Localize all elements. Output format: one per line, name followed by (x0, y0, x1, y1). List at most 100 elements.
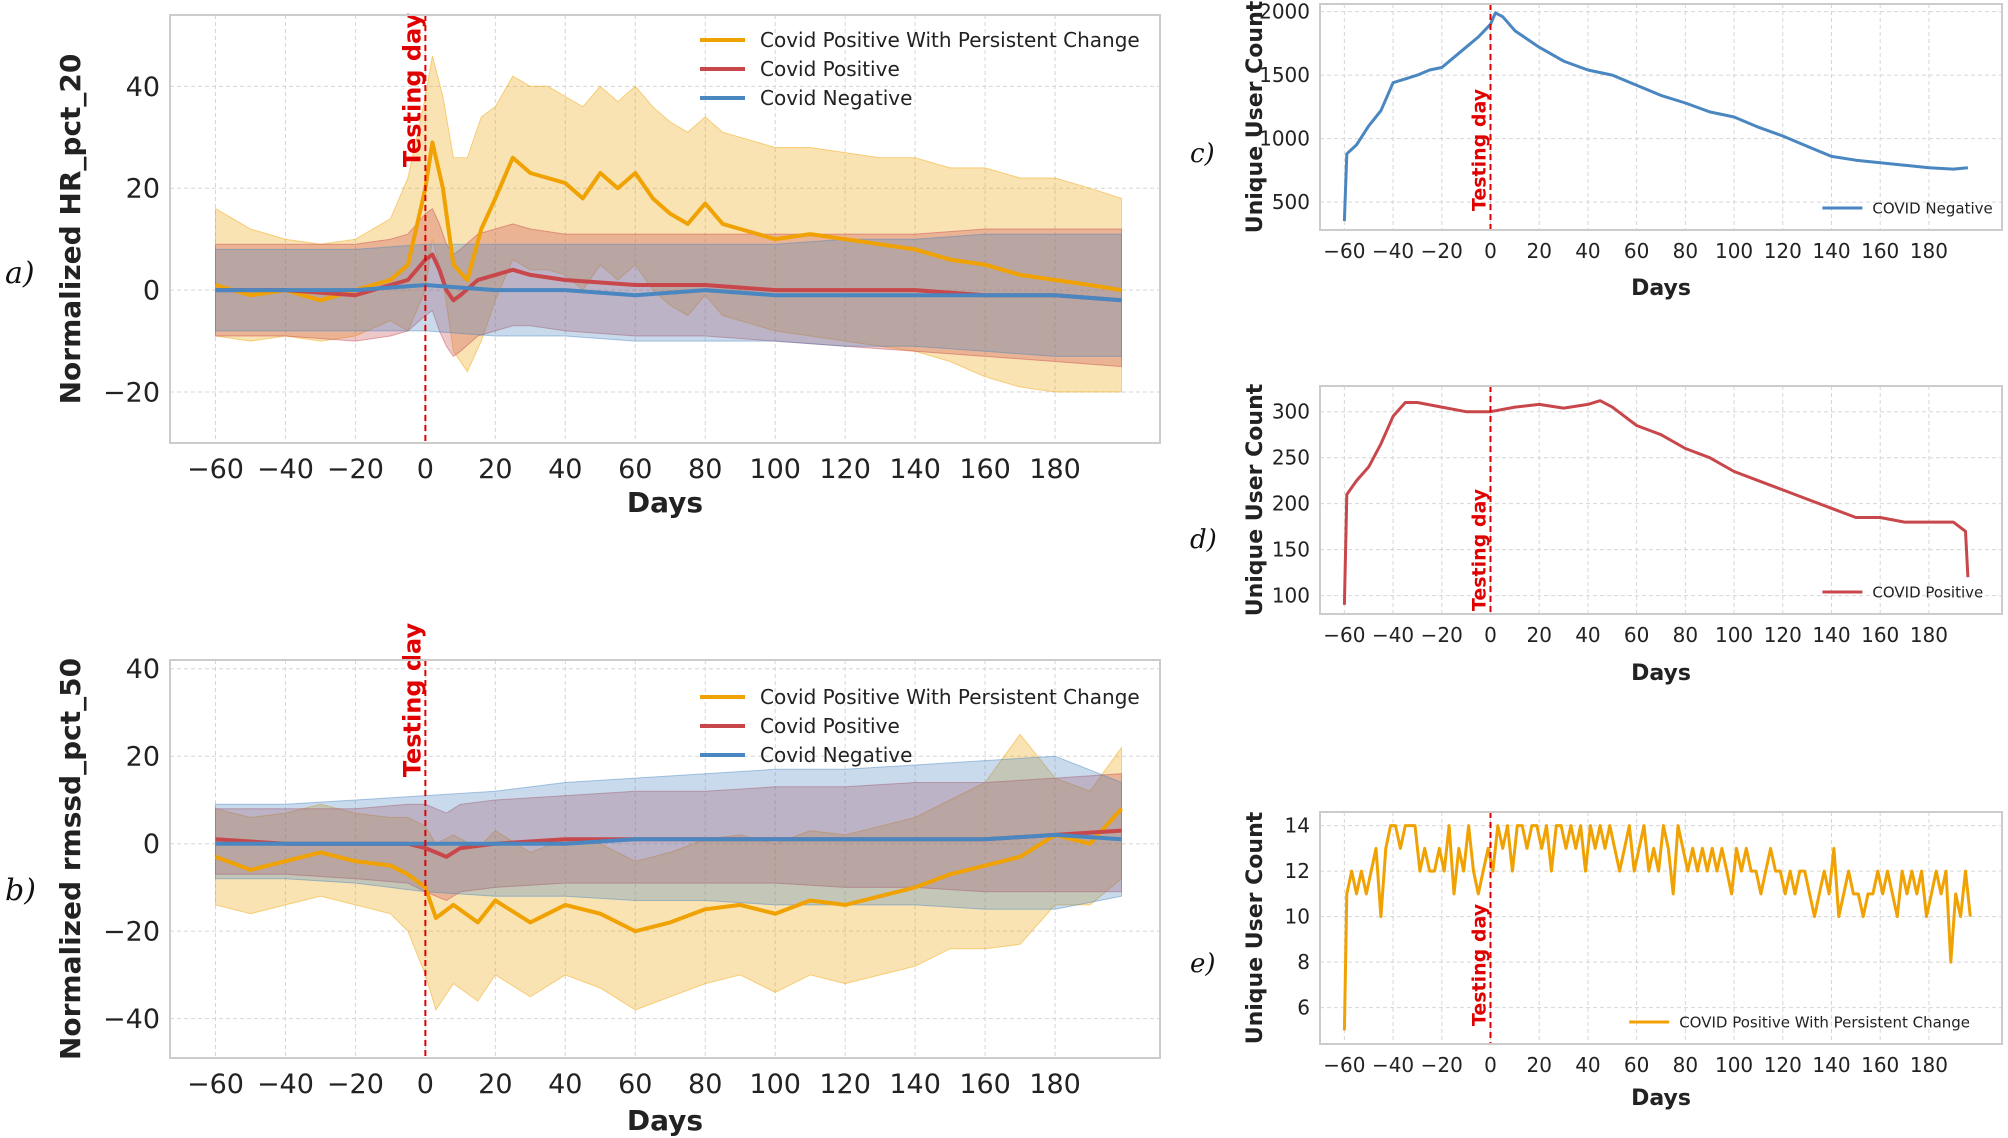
x-tick-label: 180 (1910, 239, 1948, 263)
y-tick-label: 10 (1285, 905, 1310, 929)
panel-label: c) (1190, 139, 1215, 169)
x-tick-label: 160 (959, 1069, 1011, 1100)
x-tick-label: 80 (1673, 623, 1698, 647)
panel-label: b) (5, 873, 36, 908)
y-tick-label: 1000 (1259, 127, 1310, 151)
series-line-persistent (214, 807, 1123, 934)
y-tick-label: −20 (103, 917, 160, 948)
x-tick-label: 140 (1812, 623, 1850, 647)
x-tick-label: 60 (618, 1069, 652, 1100)
x-axis-label: Days (1631, 276, 1691, 301)
x-tick-label: 160 (1861, 239, 1899, 263)
legend-entry: Covid Negative (760, 86, 912, 110)
x-tick-label: 60 (1624, 1053, 1649, 1077)
legend-entry: Covid Positive With Persistent Change (760, 28, 1140, 52)
x-tick-label: −60 (1323, 623, 1365, 647)
x-tick-label: 80 (1673, 239, 1698, 263)
y-tick-label: 100 (1272, 584, 1310, 608)
y-tick-label: 6 (1297, 996, 1310, 1020)
x-tick-label: −40 (1372, 623, 1414, 647)
panel-label: d) (1190, 525, 1217, 555)
x-tick-label: 0 (1484, 623, 1497, 647)
x-tick-label: −20 (1421, 1053, 1463, 1077)
legend-entry: COVID Positive With Persistent Change (1679, 1013, 1970, 1031)
legend: COVID Positive With Persistent Change (1629, 1013, 1970, 1031)
plot-frame (1319, 385, 2003, 615)
x-tick-label: 120 (819, 454, 871, 485)
y-axis-label: Normalized rmssd_pct_50 (54, 658, 87, 1060)
plot-frame (1319, 811, 2003, 1045)
x-tick-label: −60 (1323, 239, 1365, 263)
confidence-band-negative (215, 755, 1122, 910)
x-tick-label: 120 (1764, 623, 1802, 647)
y-tick-label: −40 (103, 1004, 160, 1035)
x-tick-label: −20 (327, 454, 384, 485)
series-line-persistent (214, 140, 1122, 303)
legend-entry: Covid Positive (760, 714, 900, 738)
x-tick-label: 40 (548, 1069, 582, 1100)
y-tick-label: 20 (126, 742, 160, 773)
y-tick-label: 150 (1272, 538, 1310, 562)
series-line-persistent (1342, 824, 1972, 1031)
x-tick-label: 40 (548, 454, 582, 485)
x-tick-label: 0 (1484, 1053, 1497, 1077)
x-tick-label: 140 (1812, 239, 1850, 263)
y-tick-label: 20 (126, 174, 160, 205)
testing-day-label: Testing day (1469, 488, 1491, 611)
x-tick-label: 80 (688, 1069, 722, 1100)
y-tick-label: 250 (1272, 446, 1310, 470)
x-tick-label: 80 (688, 454, 722, 485)
legend-entry: Covid Positive (760, 57, 900, 81)
x-tick-label: 0 (1484, 239, 1497, 263)
x-tick-label: 40 (1575, 239, 1600, 263)
y-tick-label: 40 (126, 654, 160, 685)
x-tick-label: 20 (478, 454, 512, 485)
plot-frame (1319, 3, 2003, 231)
legend: Covid Positive With Persistent Change Cov… (700, 28, 1140, 110)
testing-day-label: Testing day (1469, 88, 1491, 211)
x-tick-label: −20 (327, 1069, 384, 1100)
x-tick-label: 100 (1715, 1053, 1753, 1077)
plot-area (1320, 386, 2002, 614)
x-axis-label: Days (1631, 661, 1691, 686)
x-tick-label: 160 (1861, 623, 1899, 647)
x-tick-label: −40 (257, 1069, 314, 1100)
x-tick-label: −20 (1421, 623, 1463, 647)
x-axis-label: Days (627, 486, 703, 519)
x-tick-label: −20 (1421, 239, 1463, 263)
confidence-band-negative (215, 233, 1122, 357)
x-axis-label: Days (1631, 1086, 1691, 1111)
series-line-negative (1342, 11, 1969, 222)
chart-panel-d: Testing day −60 −40 −20 0 20 40 60 80 100 120 140 16… (1190, 383, 2003, 686)
y-axis-label: Unique User Count (1243, 383, 1268, 616)
chart-panel-c: Testing day −60 −40 −20 0 20 40 60 80 100 120 140 16… (1190, 0, 2003, 301)
x-tick-label: 180 (1910, 623, 1948, 647)
x-tick-label: 20 (478, 1069, 512, 1100)
x-tick-label: 20 (1526, 623, 1551, 647)
testing-day-label: Testing day (398, 622, 426, 777)
x-tick-label: 180 (1029, 1069, 1081, 1100)
x-tick-label: 120 (819, 1069, 871, 1100)
x-tick-label: 140 (1812, 1053, 1850, 1077)
x-tick-label: 60 (618, 454, 652, 485)
legend-entry: COVID Negative (1872, 199, 1992, 217)
x-tick-label: 180 (1029, 454, 1081, 485)
x-tick-label: 100 (749, 454, 801, 485)
y-tick-label: 0 (143, 829, 160, 860)
y-tick-label: 0 (143, 276, 160, 307)
x-tick-label: −60 (187, 454, 244, 485)
x-tick-label: 60 (1624, 623, 1649, 647)
x-tick-label: −60 (1323, 1053, 1365, 1077)
legend-entry: Covid Negative (760, 743, 912, 767)
series-line-positive (215, 252, 1122, 303)
legend-entry: COVID Positive (1872, 583, 1983, 601)
x-tick-label: 60 (1624, 239, 1649, 263)
chart-panel-e: Testing day −60 −40 −20 0 20 40 60 80 100 120 140 16… (1190, 811, 2003, 1111)
x-tick-label: 180 (1910, 1053, 1948, 1077)
x-tick-label: 0 (417, 1069, 434, 1100)
legend: COVID Positive (1822, 583, 1983, 601)
confidence-band-persistent (215, 55, 1122, 393)
y-tick-label: 300 (1272, 400, 1310, 424)
y-tick-label: 40 (126, 72, 160, 103)
plot-area (170, 660, 1160, 1058)
